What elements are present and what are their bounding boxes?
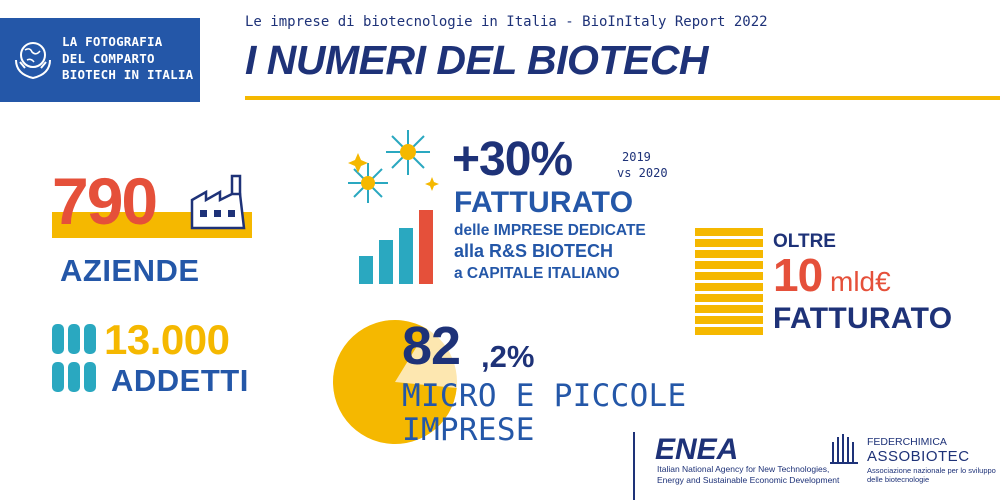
title-underline bbox=[245, 96, 1000, 100]
federchimica-name: FEDERCHIMICA bbox=[867, 436, 947, 448]
assobiotec-desc-line1: Associazione nazionale per lo sviluppo bbox=[867, 466, 996, 475]
growth-period-line1: 2019 bbox=[622, 150, 651, 164]
fatturato-desc-line1: delle IMPRESE DEDICATE bbox=[454, 222, 646, 239]
logos-divider bbox=[633, 432, 635, 500]
report-subtitle: Le imprese di biotecnologie in Italia - … bbox=[245, 14, 768, 30]
micro-imprese-pie bbox=[333, 320, 457, 444]
hands-globe-icon bbox=[15, 42, 51, 80]
enea-desc-line1: Italian National Agency for New Technolo… bbox=[657, 464, 830, 474]
page-title: I NUMERI DEL BIOTECH bbox=[245, 37, 709, 83]
fatturato-total-unit: mld€ bbox=[830, 266, 891, 297]
fireworks-icon bbox=[348, 130, 439, 203]
micro-share-value: 82 bbox=[402, 316, 461, 376]
assobiotec-desc-line2: delle biotecnologie bbox=[867, 475, 930, 484]
enea-logo: ENEA bbox=[655, 432, 750, 467]
pie-slice-share bbox=[333, 320, 457, 444]
micro-label-line1: MICRO E PICCOLE bbox=[402, 378, 687, 414]
enea-desc-line2: Energy and Sustainable Economic Developm… bbox=[657, 475, 840, 485]
coin-stack-icon bbox=[695, 228, 763, 335]
enea-logo-mark: ENEA bbox=[655, 433, 738, 466]
people-icon bbox=[52, 324, 96, 392]
growth-period-line2: vs 2020 bbox=[617, 166, 668, 180]
fatturato-desc-line3: a CAPITALE ITALIANO bbox=[454, 265, 620, 282]
header-badge: LA FOTOGRAFIA DEL COMPARTO BIOTECH IN IT… bbox=[0, 18, 200, 102]
fatturato-growth-label: FATTURATO bbox=[454, 186, 634, 219]
enea-logo-text: ENEA bbox=[655, 433, 738, 462]
fatturato-growth-value: +30% bbox=[452, 133, 573, 186]
fatturato-total-prefix: OLTRE bbox=[773, 231, 836, 252]
fatturato-desc-line2: alla R&S BIOTECH bbox=[454, 241, 614, 261]
addetti-label: ADDETTI bbox=[111, 363, 249, 398]
growth-bars-icon bbox=[359, 210, 433, 284]
aziende-value: 790 bbox=[52, 164, 158, 238]
factory-icon bbox=[190, 174, 246, 230]
assobiotec-name: ASSOBIOTEC bbox=[867, 448, 970, 465]
fatturato-total-label: FATTURATO bbox=[773, 302, 953, 335]
micro-share-decimal: ,2% bbox=[481, 339, 535, 374]
fatturato-total-value: 10 bbox=[773, 249, 823, 301]
assobiotec-logo-icon bbox=[830, 434, 858, 464]
micro-label-line2: IMPRESE bbox=[402, 412, 535, 448]
badge-text: LA FOTOGRAFIA DEL COMPARTO BIOTECH IN IT… bbox=[62, 34, 194, 82]
addetti-value: 13.000 bbox=[104, 316, 230, 363]
aziende-label: AZIENDE bbox=[60, 253, 200, 288]
